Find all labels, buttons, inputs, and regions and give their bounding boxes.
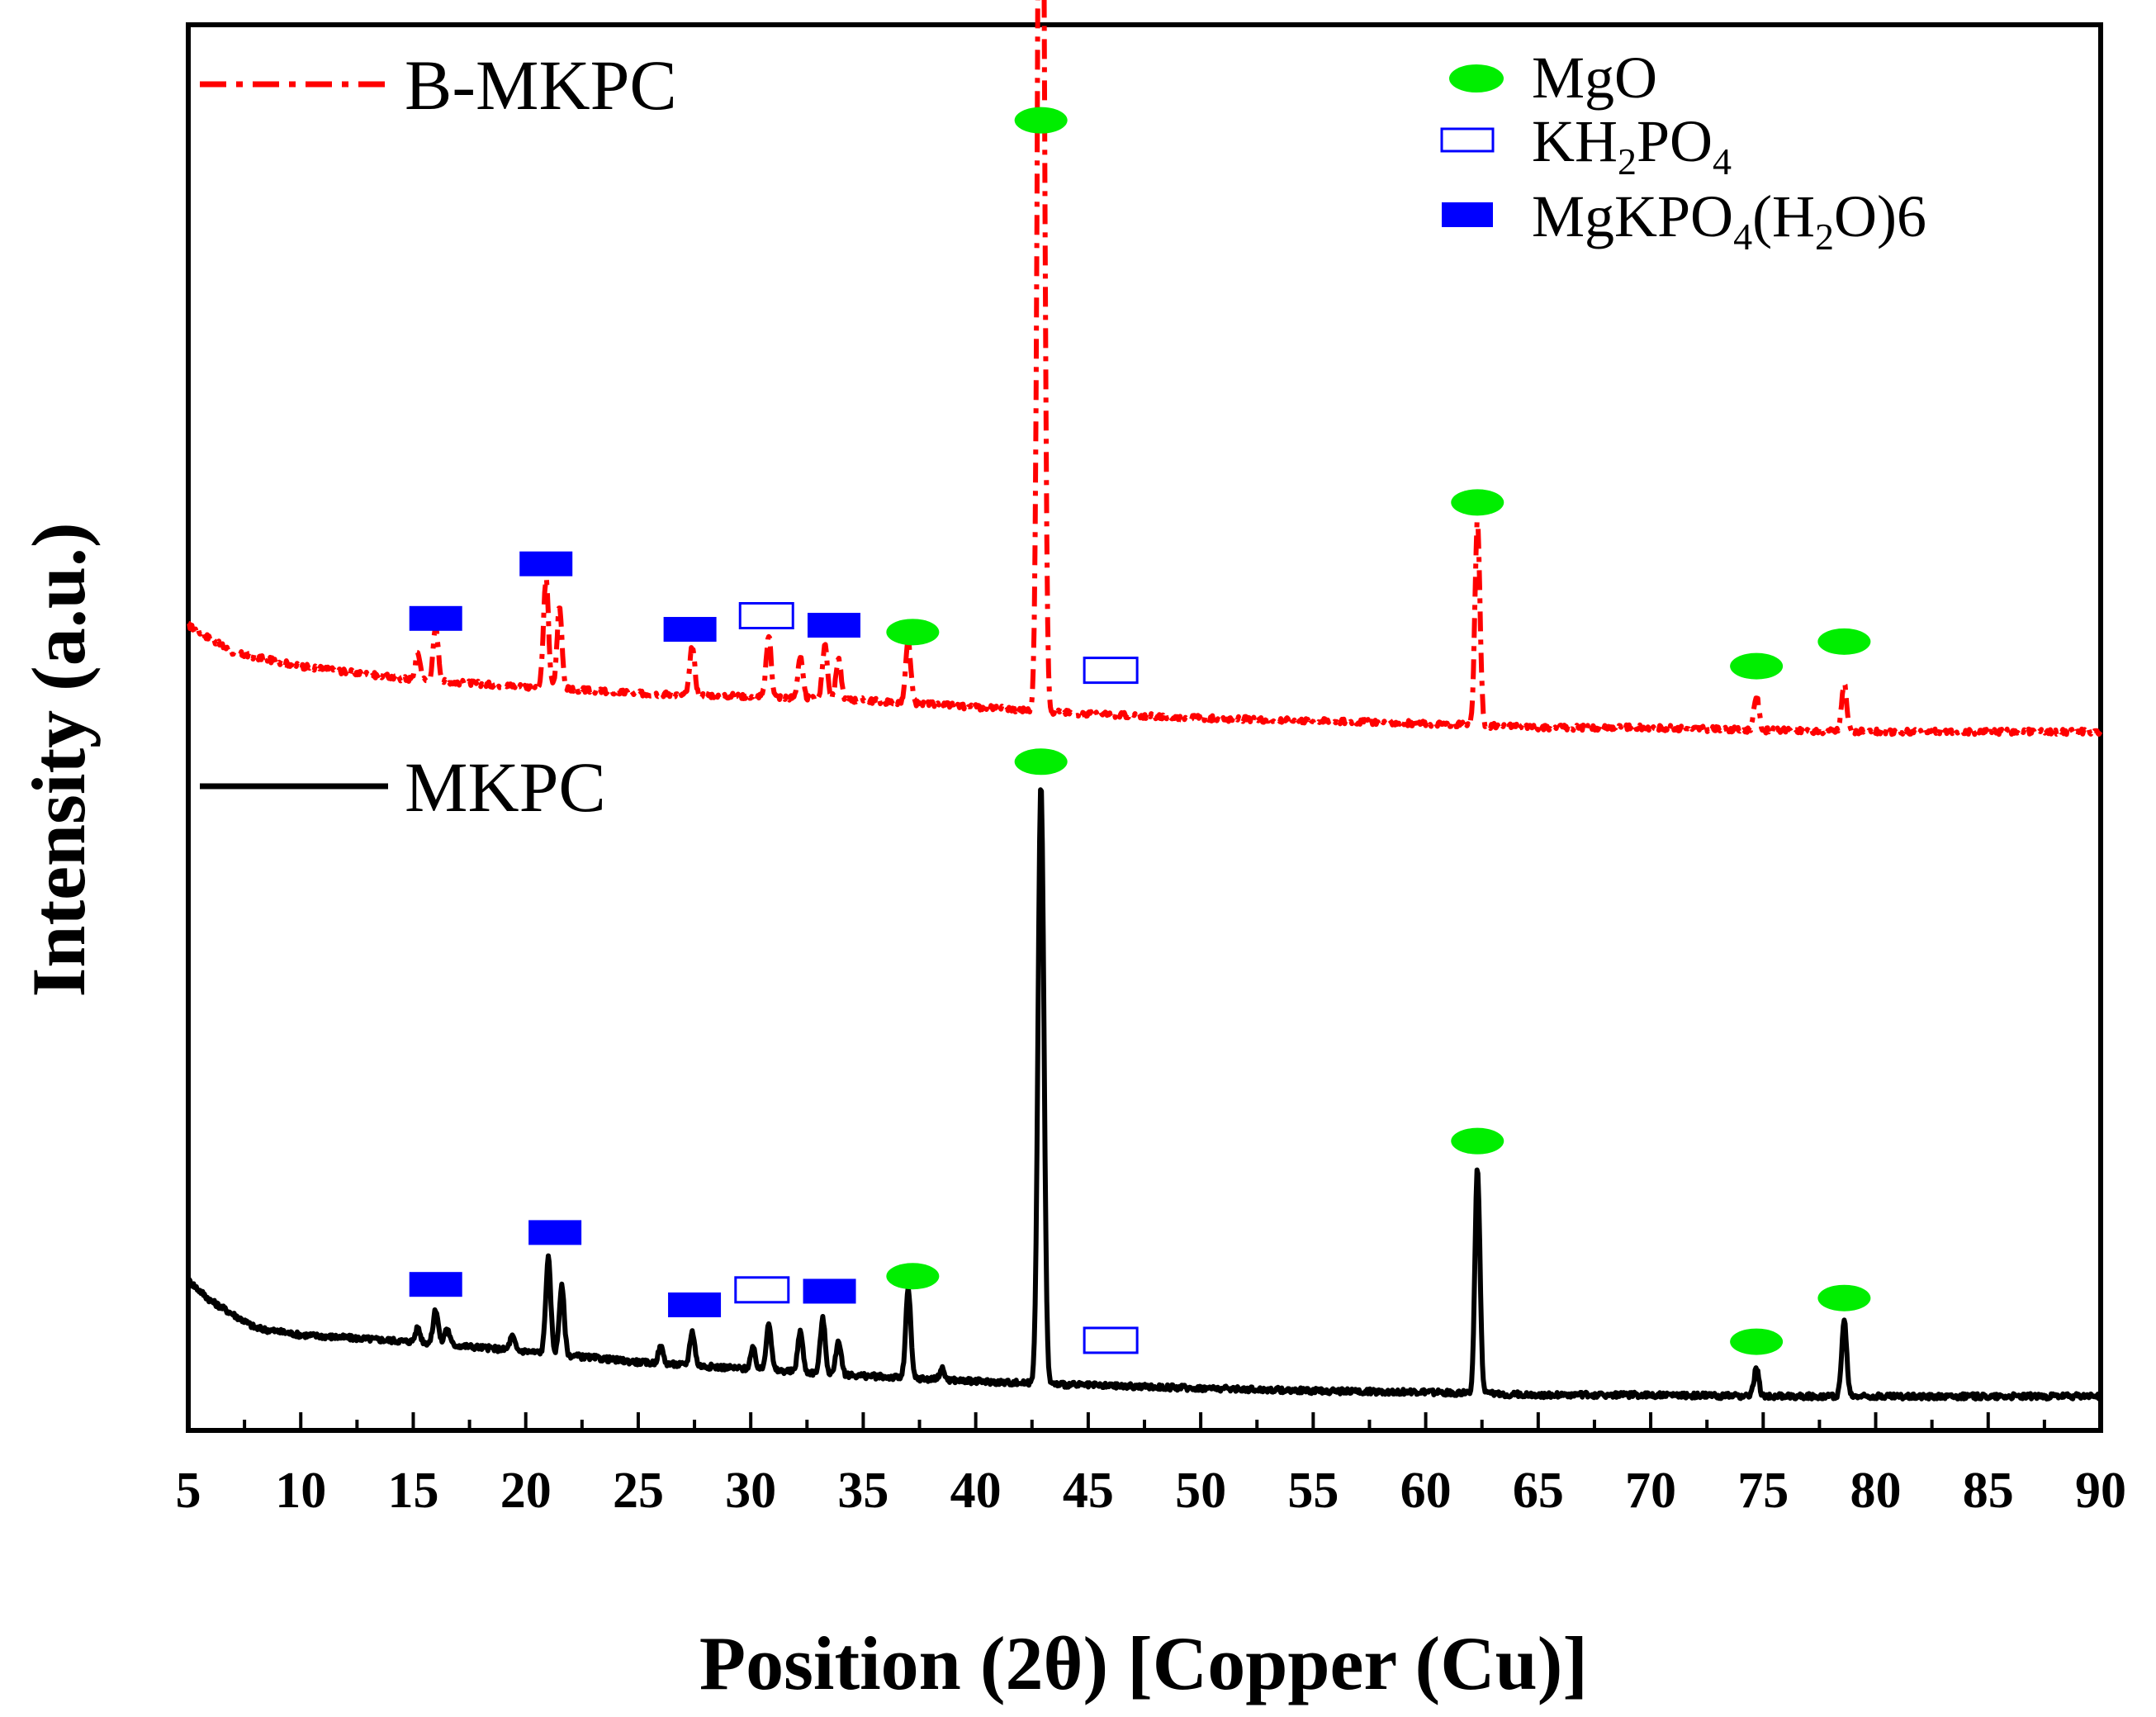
- marker-mgkpo4: [803, 1278, 856, 1304]
- marker-mgo: [1451, 489, 1504, 516]
- x-axis-ticks: [187, 1412, 2102, 1430]
- legend-mgo-label: MgO: [1532, 45, 1657, 111]
- marker-mgo: [1014, 748, 1068, 775]
- series-labels: B-MKPC MKPC: [200, 45, 677, 827]
- marker-kh2po4: [738, 602, 794, 630]
- marker-mgo: [1451, 1127, 1504, 1155]
- x-tick-label: 25: [613, 1463, 664, 1519]
- phase-markers: [409, 107, 1871, 1355]
- marker-mgkpo4: [663, 617, 717, 643]
- x-tick-label: 85: [1963, 1463, 2014, 1519]
- y-axis-title: Intensity (a.u.): [17, 522, 101, 997]
- x-tick-label: 30: [725, 1463, 776, 1519]
- x-tick-label: 45: [1063, 1463, 1114, 1519]
- x-tick-label: 35: [837, 1463, 888, 1519]
- legend-mgkpo4-label: MgKPO4(H2O)6: [1532, 183, 1926, 258]
- x-tick-label: 10: [275, 1463, 326, 1519]
- marker-mgo: [886, 619, 940, 646]
- x-tick-label: 5: [176, 1463, 201, 1519]
- marker-mgkpo4: [519, 551, 573, 576]
- marker-mgo: [1014, 107, 1068, 134]
- series-line-b-mkpc: [187, 0, 2103, 738]
- b-mkpc-label: B-MKPC: [405, 45, 677, 125]
- x-tick-label: 55: [1287, 1463, 1339, 1519]
- legend-mgo-symbol: [1449, 64, 1504, 92]
- marker-mgkpo4: [668, 1292, 722, 1317]
- legend-kh2po4-label: KH2PO4: [1532, 108, 1732, 183]
- x-tick-label: 40: [950, 1463, 1002, 1519]
- series-line-mkpc: [186, 787, 2103, 1402]
- marker-kh2po4: [1083, 657, 1139, 685]
- mkpc-label: MKPC: [405, 747, 606, 827]
- x-axis-tick-labels: 5 10 15 20 25 30 35 40 45 50 55 60 65 70 75 80 85 90: [176, 1463, 2127, 1519]
- x-tick-label: 65: [1513, 1463, 1564, 1519]
- marker-mgkpo4: [528, 1220, 582, 1245]
- marker-mgo: [1817, 1284, 1871, 1311]
- x-tick-label: 20: [500, 1463, 552, 1519]
- marker-mgkpo4: [409, 1272, 462, 1297]
- x-tick-label: 75: [1737, 1463, 1789, 1519]
- x-axis-title: Position (2θ) [Copper (Cu)]: [699, 1621, 1588, 1705]
- phase-legend: MgO KH2PO4 MgKPO4(H2O)6: [1440, 45, 1926, 258]
- marker-mgo: [1730, 652, 1784, 680]
- marker-mgkpo4: [409, 605, 462, 631]
- legend-kh2po4-symbol: [1440, 127, 1495, 153]
- x-tick-label: 70: [1625, 1463, 1676, 1519]
- x-tick-label: 15: [387, 1463, 438, 1519]
- marker-mgkpo4: [807, 613, 860, 638]
- legend-mgkpo4-symbol: [1442, 202, 1493, 227]
- marker-kh2po4: [1083, 1326, 1139, 1354]
- marker-kh2po4: [734, 1276, 790, 1304]
- x-tick-label: 50: [1175, 1463, 1226, 1519]
- marker-mgo: [886, 1263, 940, 1290]
- marker-mgo: [1817, 628, 1871, 655]
- x-tick-label: 80: [1850, 1463, 1902, 1519]
- series-layer: [186, 0, 2103, 1402]
- x-tick-label: 90: [2075, 1463, 2126, 1519]
- x-tick-label: 60: [1400, 1463, 1452, 1519]
- marker-mgo: [1730, 1328, 1784, 1355]
